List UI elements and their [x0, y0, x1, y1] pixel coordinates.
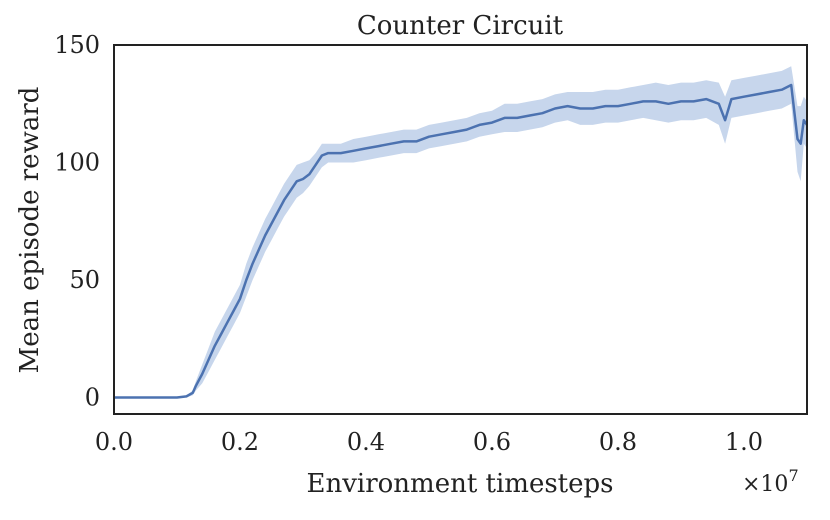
confidence-band	[114, 66, 807, 398]
x-tick-label: 1.0	[725, 428, 763, 456]
y-tick-layer: 0 50 100 150	[54, 31, 100, 412]
x-tick-label: 0.6	[473, 428, 511, 456]
y-tick-label: 50	[69, 266, 100, 294]
y-tick-label: 100	[54, 149, 100, 177]
x-tick-label: 0.4	[347, 428, 385, 456]
x-offset-label: ×107	[742, 466, 799, 497]
chart-title: Counter Circuit	[357, 11, 564, 41]
y-tick-label: 150	[54, 31, 100, 59]
series-line	[114, 83, 809, 399]
x-tick-label: 0.2	[221, 428, 259, 456]
x-tick-label: 0.8	[599, 428, 637, 456]
x-offset-base: ×10	[742, 472, 788, 497]
series-line-layer	[114, 83, 809, 399]
x-tick-label: 0.0	[95, 428, 133, 456]
y-tick-label: 0	[85, 384, 100, 412]
y-axis-label: Mean episode reward	[15, 87, 45, 374]
confidence-band-layer	[114, 66, 807, 398]
x-offset-exponent: 7	[788, 466, 798, 485]
x-axis-label: Environment timesteps	[306, 469, 613, 499]
x-tick-layer: 0.0 0.2 0.4 0.6 0.8 1.0	[95, 428, 763, 456]
plot-frame	[113, 44, 808, 415]
